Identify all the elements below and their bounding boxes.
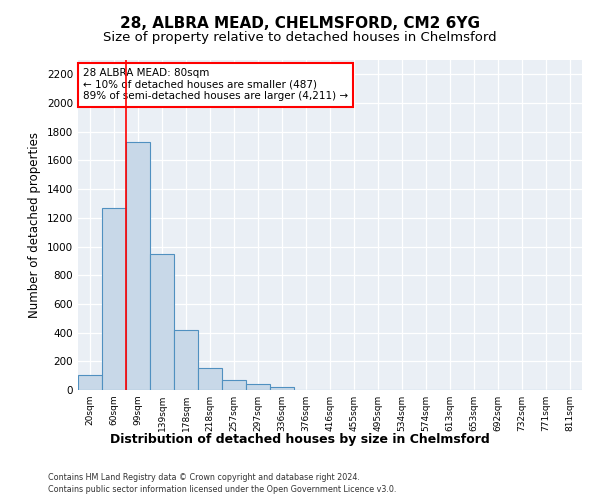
Y-axis label: Number of detached properties: Number of detached properties bbox=[28, 132, 41, 318]
Text: 28 ALBRA MEAD: 80sqm
← 10% of detached houses are smaller (487)
89% of semi-deta: 28 ALBRA MEAD: 80sqm ← 10% of detached h… bbox=[83, 68, 348, 102]
Text: 28, ALBRA MEAD, CHELMSFORD, CM2 6YG: 28, ALBRA MEAD, CHELMSFORD, CM2 6YG bbox=[120, 16, 480, 31]
Bar bbox=[246, 384, 270, 390]
Bar bbox=[174, 330, 198, 390]
Text: Distribution of detached houses by size in Chelmsford: Distribution of detached houses by size … bbox=[110, 432, 490, 446]
Bar bbox=[222, 380, 246, 390]
Text: Size of property relative to detached houses in Chelmsford: Size of property relative to detached ho… bbox=[103, 31, 497, 44]
Bar bbox=[150, 254, 174, 390]
Text: Contains public sector information licensed under the Open Government Licence v3: Contains public sector information licen… bbox=[48, 485, 397, 494]
Bar bbox=[78, 375, 102, 390]
Bar bbox=[126, 142, 150, 390]
Bar bbox=[198, 368, 222, 390]
Text: Contains HM Land Registry data © Crown copyright and database right 2024.: Contains HM Land Registry data © Crown c… bbox=[48, 472, 360, 482]
Bar bbox=[270, 387, 294, 390]
Bar bbox=[102, 208, 126, 390]
